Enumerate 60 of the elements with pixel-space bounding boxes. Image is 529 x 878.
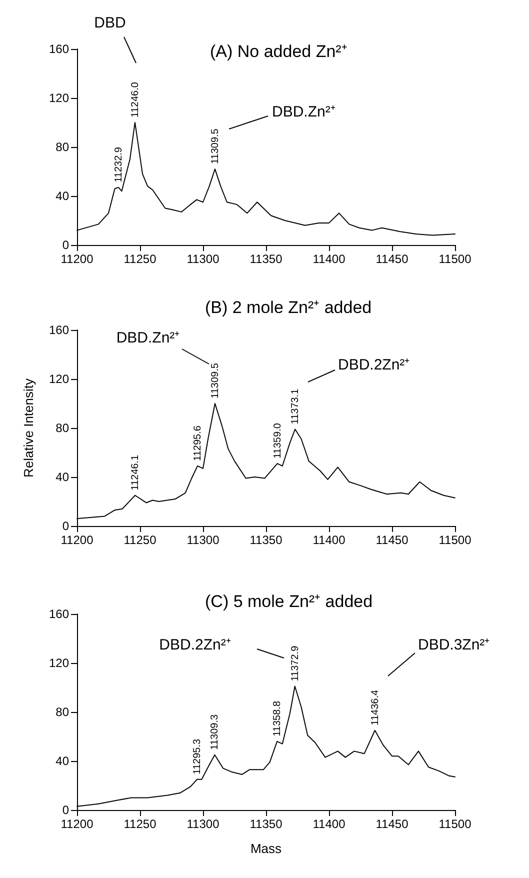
x-tick-label: 11350	[250, 817, 283, 831]
annotation: DBD.2Zn²⁺	[159, 636, 231, 654]
x-tick-label: 11450	[376, 817, 409, 831]
x-tick-label: 11300	[186, 533, 220, 547]
annotation: 11309.5	[210, 362, 221, 398]
y-tick-label: 0	[62, 519, 70, 533]
x-tick-label: 11400	[312, 817, 346, 831]
x-axis-title: Mass	[250, 841, 282, 856]
x-tick-label: 11200	[60, 252, 94, 266]
y-tick-label: 40	[56, 754, 70, 768]
x-tick-label: 11250	[124, 533, 157, 547]
y-tick-label: 120	[48, 91, 70, 105]
x-tick-label: 11200	[60, 817, 94, 831]
annotation: 11309.5	[210, 128, 221, 164]
text: DBD	[94, 14, 126, 32]
x-tick-label: 11250	[124, 252, 157, 266]
y-tick-label: 160	[48, 42, 70, 56]
annotation: 11436.4	[370, 690, 381, 726]
y-tick-label: 120	[48, 656, 70, 670]
annotation: DBD.2Zn²⁺	[338, 356, 410, 374]
x-tick-label: 11200	[60, 533, 94, 547]
y-tick-label: 0	[62, 803, 70, 817]
y-tick-label: 80	[56, 140, 70, 154]
y-tick-label: 160	[48, 607, 70, 621]
y-tick-label: 80	[56, 705, 70, 719]
chart-title: (A) No added Zn²⁺	[210, 42, 348, 61]
chart-title: (B) 2 mole Zn²⁺ added	[205, 298, 372, 317]
annotation: 11372.9	[290, 645, 301, 682]
x-tick-label: 11500	[438, 252, 472, 266]
x-tick-label: 11250	[124, 817, 157, 831]
x-tick-label: 11300	[186, 252, 220, 266]
y-tick-label: 80	[56, 421, 70, 435]
annotation: 11309.3	[210, 714, 221, 750]
annotation: DBD.3Zn²⁺	[418, 636, 490, 654]
annotation: DBD.Zn²⁺	[116, 330, 180, 346]
x-tick-label: 11450	[376, 533, 409, 547]
annotation: 11373.1	[290, 388, 302, 424]
chart-title: (C) 5 mole Zn²⁺ added	[205, 592, 373, 611]
annotation: 11359.0	[272, 422, 284, 459]
annotation: 11232.9	[113, 146, 124, 182]
annotation: DBD.Zn²⁺	[272, 104, 336, 120]
y-tick-label: 40	[56, 189, 70, 203]
annotation: 11246.0	[130, 82, 141, 118]
y-axis-title: Relative Intensity	[21, 378, 36, 478]
y-tick-label: 160	[48, 323, 70, 337]
annotation: 11295.3	[192, 738, 204, 774]
x-tick-label: 11500	[438, 817, 472, 831]
annotation: 11295.6	[192, 425, 204, 461]
x-tick-label: 11350	[250, 533, 283, 547]
y-tick-label: 120	[48, 372, 70, 386]
x-tick-label: 11400	[312, 533, 346, 547]
x-tick-label: 11350	[250, 252, 283, 266]
x-tick-label: 11450	[376, 252, 409, 266]
x-tick-label: 11500	[438, 533, 472, 547]
annotation: 11358.8	[272, 700, 284, 736]
x-tick-label: 11300	[186, 817, 220, 831]
y-tick-label: 40	[56, 470, 70, 484]
y-tick-label: 0	[62, 238, 70, 252]
x-tick-label: 11400	[312, 252, 346, 266]
annotation: 11246.1	[130, 454, 142, 490]
